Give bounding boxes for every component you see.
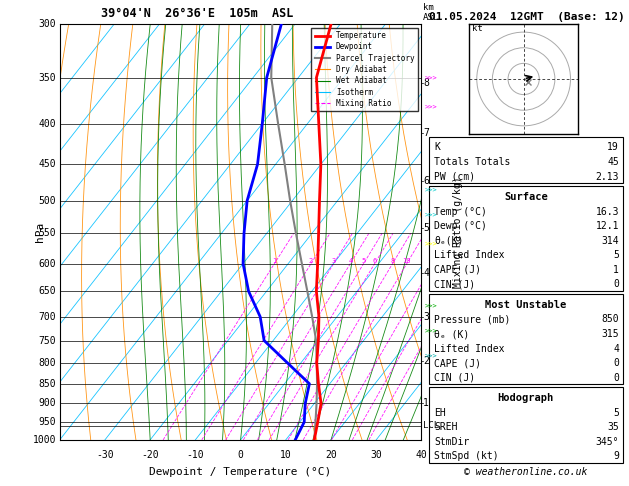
Text: -10: -10 [187,450,204,460]
Text: 5: 5 [423,223,429,233]
Text: CAPE (J): CAPE (J) [434,358,481,368]
Text: 01.05.2024  12GMT  (Base: 12): 01.05.2024 12GMT (Base: 12) [429,12,625,22]
Text: 2: 2 [309,258,313,263]
Text: θₑ (K): θₑ (K) [434,329,469,339]
Text: CIN (J): CIN (J) [434,373,475,383]
Text: 314: 314 [601,236,619,246]
Text: 500: 500 [38,195,56,206]
Text: 5: 5 [613,408,619,418]
Text: 850: 850 [38,379,56,389]
Text: 1: 1 [613,265,619,275]
Text: >>>: >>> [425,75,437,81]
Text: 600: 600 [38,259,56,269]
Text: 345°: 345° [596,437,619,447]
Text: Most Unstable: Most Unstable [485,300,567,310]
Text: 19: 19 [607,142,619,153]
Text: 550: 550 [38,228,56,239]
Text: 1000: 1000 [33,435,56,445]
Text: 9: 9 [613,451,619,462]
Text: 700: 700 [38,312,56,322]
Text: 39°04'N  26°36'E  105m  ASL: 39°04'N 26°36'E 105m ASL [101,7,293,20]
Text: 4: 4 [613,344,619,354]
Text: 0: 0 [613,358,619,368]
Text: © weatheronline.co.uk: © weatheronline.co.uk [464,467,587,477]
Text: Temp (°C): Temp (°C) [434,207,487,217]
Text: 300: 300 [38,19,56,29]
Text: Lifted Index: Lifted Index [434,344,504,354]
Text: 3: 3 [331,258,336,263]
Text: 850: 850 [601,314,619,325]
Text: Dewpoint / Temperature (°C): Dewpoint / Temperature (°C) [150,467,331,477]
Text: 10: 10 [280,450,292,460]
Text: 0: 0 [238,450,243,460]
Text: 315: 315 [601,329,619,339]
Text: 750: 750 [38,335,56,346]
Text: StmDir: StmDir [434,437,469,447]
Text: 20: 20 [325,450,337,460]
Text: 650: 650 [38,286,56,296]
Text: Totals Totals: Totals Totals [434,157,510,167]
Text: Pressure (mb): Pressure (mb) [434,314,510,325]
Text: 1: 1 [272,258,277,263]
Text: km
ASL: km ASL [423,3,440,22]
Text: >>>: >>> [425,242,437,247]
Text: 800: 800 [38,358,56,368]
Text: PW (cm): PW (cm) [434,172,475,182]
Text: hPa: hPa [35,222,45,242]
Text: 35: 35 [607,422,619,433]
Text: K: K [434,142,440,153]
Text: -30: -30 [96,450,114,460]
Text: 45: 45 [607,157,619,167]
Text: Surface: Surface [504,192,548,202]
Text: CAPE (J): CAPE (J) [434,265,481,275]
Text: 3: 3 [423,312,429,322]
Text: 1: 1 [423,398,429,408]
Text: >>>: >>> [425,104,437,110]
Text: >>>: >>> [425,304,437,310]
Text: 4: 4 [348,258,352,263]
Text: 0: 0 [613,373,619,383]
Text: 5: 5 [362,258,366,263]
Text: 400: 400 [38,119,56,129]
Text: 10: 10 [403,258,411,263]
Text: θₑ(K): θₑ(K) [434,236,464,246]
Text: 450: 450 [38,159,56,169]
Text: 7: 7 [423,128,429,138]
Text: 950: 950 [38,417,56,427]
Text: Mixing Ratio (g/kg): Mixing Ratio (g/kg) [453,176,462,288]
Text: kt: kt [472,23,483,33]
Text: StmSpd (kt): StmSpd (kt) [434,451,499,462]
Text: >>>: >>> [425,329,437,335]
Text: 900: 900 [38,399,56,408]
Text: 4: 4 [423,268,429,278]
Text: EH: EH [434,408,446,418]
Text: 5: 5 [613,250,619,260]
Text: SREH: SREH [434,422,457,433]
Text: 8: 8 [391,258,395,263]
Text: 8: 8 [423,78,429,88]
Text: 30: 30 [370,450,382,460]
Text: >>>: >>> [425,212,437,218]
Text: 0: 0 [613,279,619,290]
Text: >>>: >>> [425,354,437,360]
Legend: Temperature, Dewpoint, Parcel Trajectory, Dry Adiabat, Wet Adiabat, Isotherm, Mi: Temperature, Dewpoint, Parcel Trajectory… [311,28,418,111]
Text: 40: 40 [416,450,427,460]
Text: 12.1: 12.1 [596,221,619,231]
Text: CIN (J): CIN (J) [434,279,475,290]
Text: 6: 6 [372,258,377,263]
Text: Dewp (°C): Dewp (°C) [434,221,487,231]
Text: 16.3: 16.3 [596,207,619,217]
Text: 6: 6 [423,176,429,186]
Text: Hodograph: Hodograph [498,393,554,403]
Text: 2.13: 2.13 [596,172,619,182]
Text: >>>: >>> [425,188,437,193]
Text: -20: -20 [142,450,159,460]
Text: Lifted Index: Lifted Index [434,250,504,260]
Text: 2: 2 [423,356,429,365]
Text: LCL: LCL [423,421,440,430]
Text: 350: 350 [38,72,56,83]
